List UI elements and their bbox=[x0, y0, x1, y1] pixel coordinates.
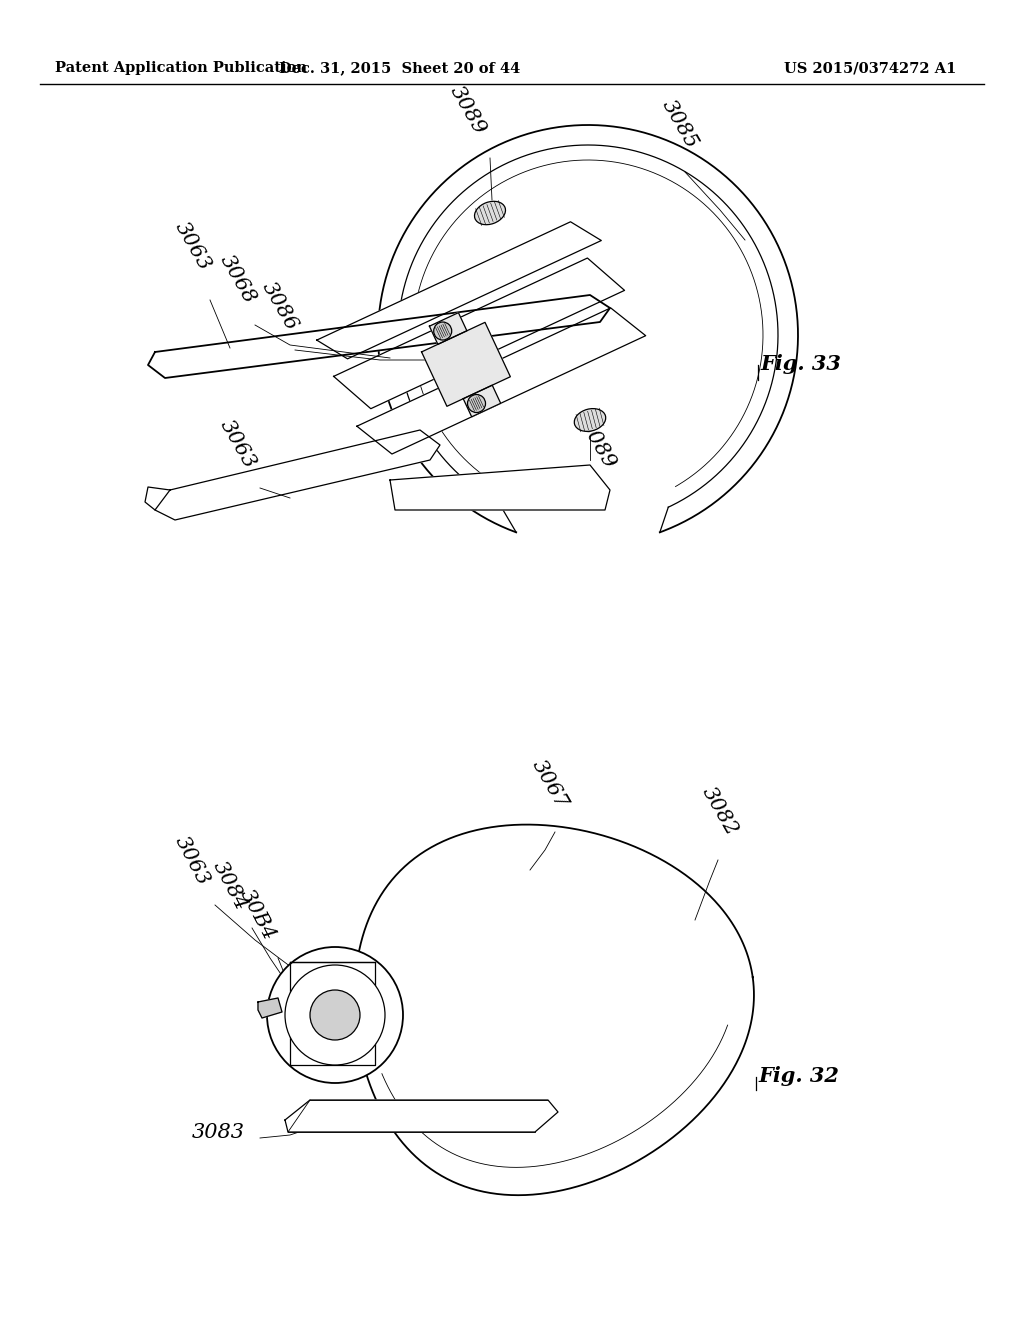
Text: 3084: 3084 bbox=[209, 858, 251, 913]
Text: 3089: 3089 bbox=[446, 83, 489, 139]
Polygon shape bbox=[145, 487, 170, 510]
Polygon shape bbox=[390, 465, 610, 510]
Text: US 2015/0374272 A1: US 2015/0374272 A1 bbox=[783, 61, 956, 75]
Circle shape bbox=[267, 946, 403, 1082]
Text: Fig. 32: Fig. 32 bbox=[758, 1067, 839, 1086]
Circle shape bbox=[310, 990, 360, 1040]
Text: 3063: 3063 bbox=[171, 833, 213, 888]
Polygon shape bbox=[357, 308, 646, 454]
Text: Fig. 33: Fig. 33 bbox=[760, 354, 841, 374]
Text: Patent Application Publication: Patent Application Publication bbox=[55, 61, 307, 75]
Text: 3067: 3067 bbox=[528, 756, 571, 812]
Text: 3068: 3068 bbox=[216, 252, 259, 308]
Polygon shape bbox=[354, 825, 754, 1195]
Polygon shape bbox=[334, 257, 625, 409]
Polygon shape bbox=[285, 1100, 558, 1133]
Text: 3063: 3063 bbox=[216, 417, 259, 473]
Polygon shape bbox=[429, 313, 467, 345]
Text: 30B4: 30B4 bbox=[237, 887, 280, 944]
Polygon shape bbox=[463, 385, 501, 417]
Text: Dec. 31, 2015  Sheet 20 of 44: Dec. 31, 2015 Sheet 20 of 44 bbox=[280, 61, 520, 75]
Text: 3085: 3085 bbox=[658, 96, 701, 152]
Polygon shape bbox=[258, 998, 282, 1018]
Circle shape bbox=[285, 965, 385, 1065]
Text: 3082: 3082 bbox=[698, 784, 741, 840]
Text: 3089: 3089 bbox=[577, 417, 620, 473]
Text: 3083: 3083 bbox=[191, 1123, 245, 1142]
Text: 3063: 3063 bbox=[172, 219, 214, 275]
Polygon shape bbox=[316, 222, 601, 359]
Ellipse shape bbox=[474, 202, 506, 224]
Ellipse shape bbox=[574, 409, 606, 432]
Polygon shape bbox=[148, 294, 610, 378]
Text: 3086: 3086 bbox=[258, 279, 301, 334]
Circle shape bbox=[468, 395, 485, 413]
Polygon shape bbox=[422, 322, 510, 407]
Polygon shape bbox=[155, 430, 440, 520]
Circle shape bbox=[434, 322, 452, 341]
